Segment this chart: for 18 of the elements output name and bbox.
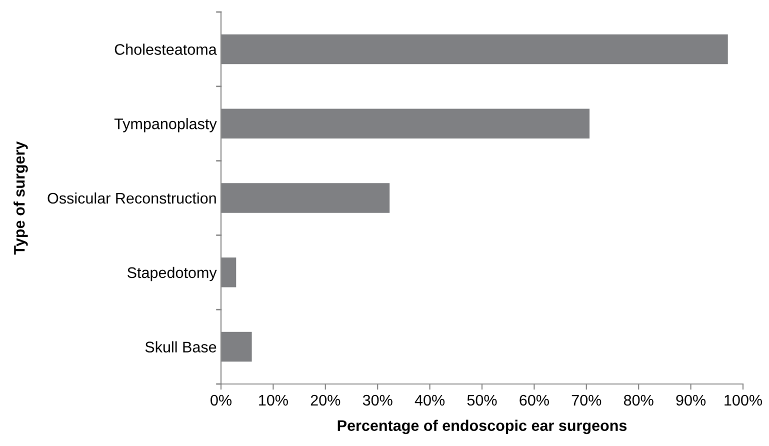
x-tick-label: 10% bbox=[259, 394, 288, 406]
x-tick-label: 20% bbox=[310, 394, 340, 406]
y-tick-label: Cholesteatoma bbox=[114, 44, 217, 55]
y-tick-label: Ossicular Reconstruction bbox=[48, 192, 216, 204]
x-tick-label: 50% bbox=[467, 394, 497, 406]
x-tick-label: 70% bbox=[572, 394, 602, 406]
y-tick-label: Skull Base bbox=[145, 341, 216, 352]
x-tick-label: 40% bbox=[414, 394, 445, 406]
y-axis-title: Type of surgery bbox=[14, 141, 28, 255]
x-axis-title: Percentage of endoscopic ear surgeons bbox=[338, 420, 627, 434]
x-tick-label: 100% bbox=[724, 394, 762, 406]
y-tick-label: Tympanoplasty bbox=[114, 118, 217, 132]
x-tick-label: 0% bbox=[210, 394, 232, 406]
x-tick-label: 80% bbox=[624, 394, 654, 406]
y-tick-label: Stapedotomy bbox=[128, 266, 217, 282]
x-tick-label: 60% bbox=[520, 394, 549, 406]
x-tick-label: 90% bbox=[676, 394, 706, 406]
x-tick-label: 30% bbox=[362, 394, 392, 406]
